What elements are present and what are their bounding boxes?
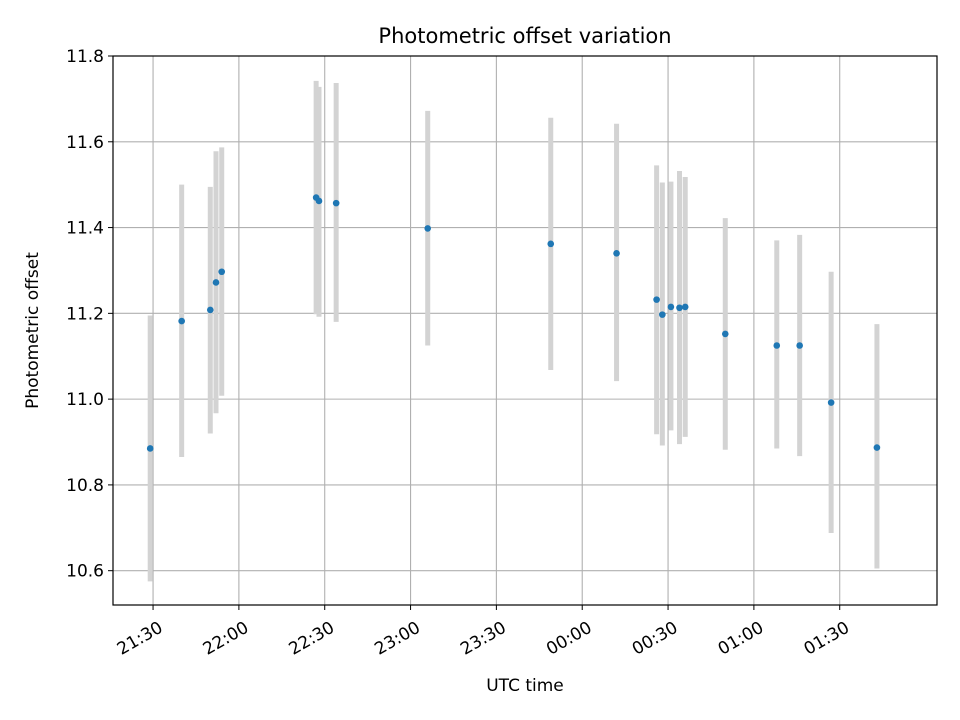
x-tick-label: 01:30 (801, 618, 853, 660)
x-tick-label: 00:00 (543, 618, 595, 660)
y-tick-label: 10.8 (66, 476, 104, 496)
x-tick-label: 23:30 (457, 618, 509, 660)
data-point (653, 296, 660, 303)
data-point (613, 249, 620, 257)
data-point (178, 317, 185, 325)
data-point (721, 330, 729, 338)
data-point (315, 197, 323, 205)
data-point (547, 240, 555, 248)
y-tick-label: 11.4 (66, 219, 104, 239)
y-tick-label: 11.8 (66, 47, 104, 67)
y-tick-label: 10.6 (66, 562, 104, 582)
data-point (206, 306, 214, 314)
chart-title: Photometric offset variation (378, 24, 671, 48)
data-point (676, 304, 683, 312)
data-point (827, 399, 835, 406)
y-tick-label: 11.6 (66, 133, 104, 153)
data-point (332, 199, 340, 207)
x-tick-label: 21:30 (114, 618, 166, 660)
x-tick-label: 01:00 (715, 618, 767, 660)
plot-frame (112, 55, 938, 606)
y-axis-label: Photometric offset (23, 252, 43, 409)
error-bars (147, 80, 880, 582)
x-tick-label: 22:00 (200, 618, 252, 660)
grid (113, 55, 937, 605)
y-tick-label: 11.2 (66, 304, 104, 324)
data-point (424, 225, 432, 232)
y-tick-label: 11.0 (66, 390, 104, 410)
x-tick-label: 23:00 (371, 618, 423, 660)
data-point (773, 342, 781, 349)
x-tick-label: 00:30 (629, 618, 681, 660)
x-tick-label: 22:30 (286, 618, 338, 660)
x-axis-label: UTC time (486, 676, 564, 696)
data-points (146, 194, 881, 452)
data-point (212, 279, 220, 286)
data-point (681, 303, 689, 311)
data-point (218, 268, 226, 276)
data-point (146, 445, 154, 452)
data-point (873, 444, 881, 451)
data-point (796, 342, 803, 349)
data-point (659, 311, 666, 318)
data-point (667, 303, 675, 311)
ticks: 21:30 22:00 22:30 23:00 23:30 00:00 00:30 01:00… (66, 47, 853, 660)
